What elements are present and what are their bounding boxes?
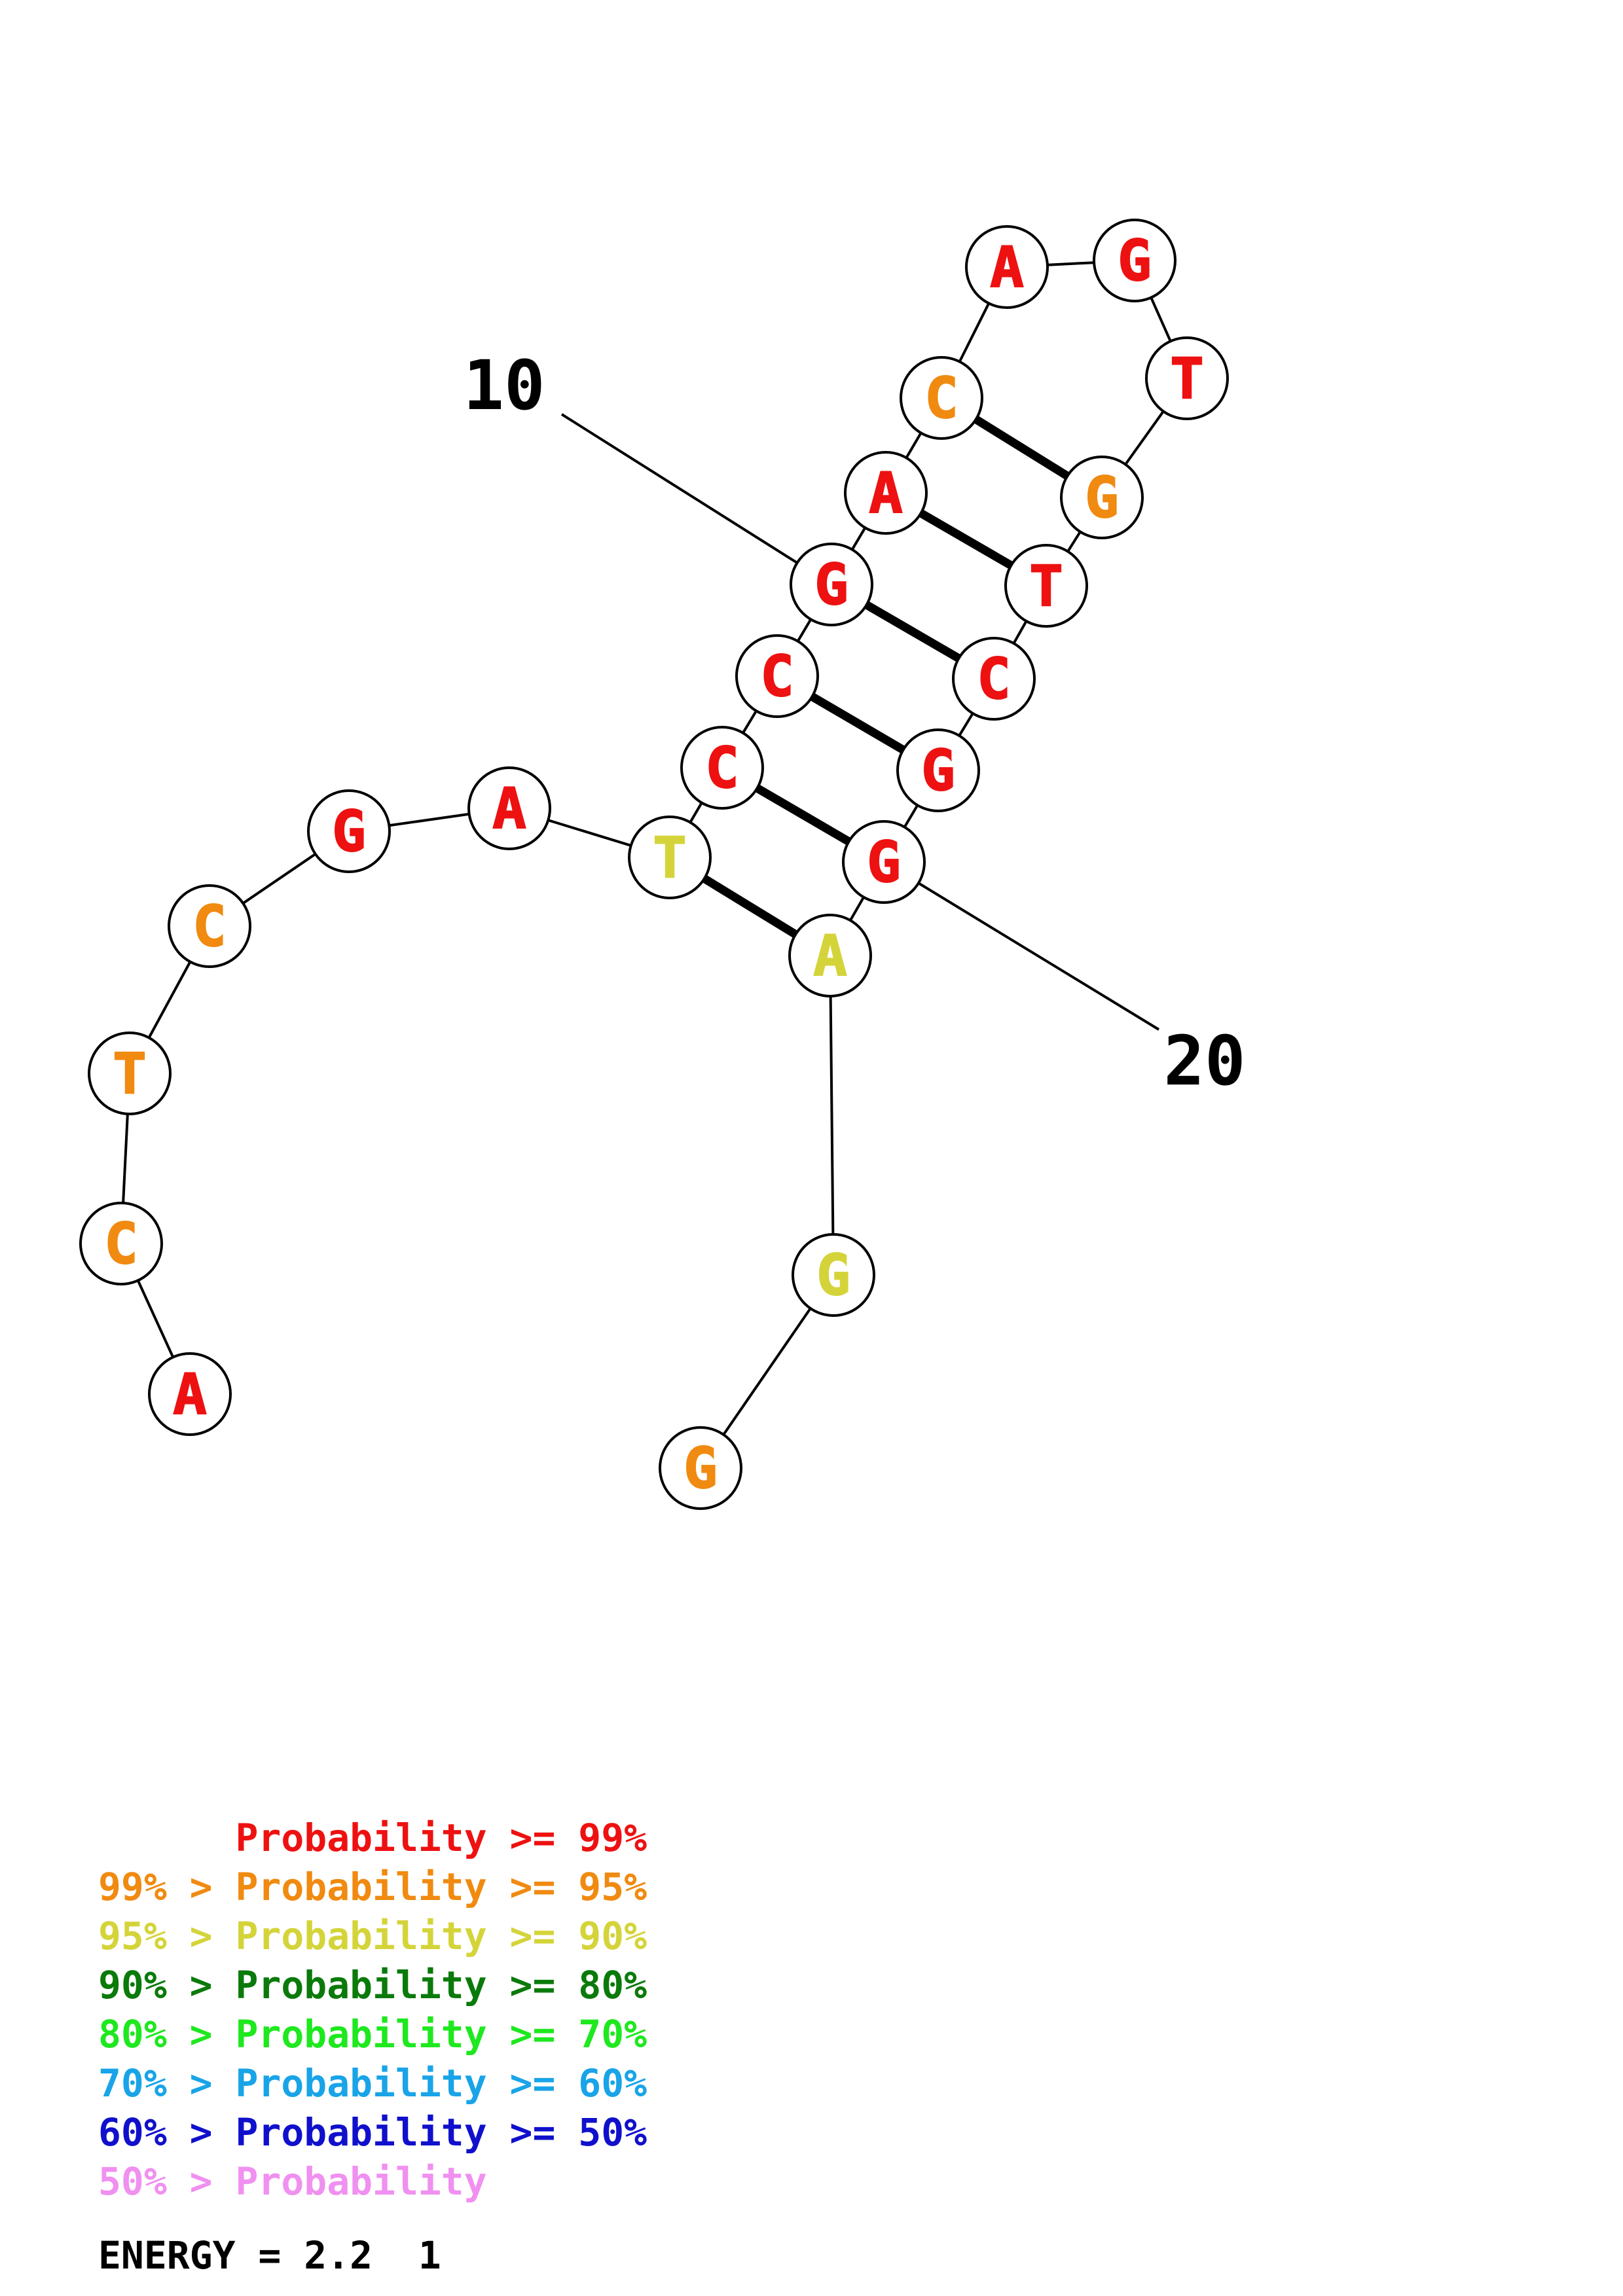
nucleotide-letter: G xyxy=(1085,465,1119,531)
nucleotide-letter: G xyxy=(684,1436,718,1501)
nucleotide-letter: G xyxy=(921,738,955,804)
index-label-10: 10 xyxy=(463,346,545,425)
nucleotide-circle xyxy=(628,816,712,899)
nucleotide-4: C xyxy=(168,884,251,968)
index-label-layer: 10 20 xyxy=(463,346,1245,1101)
legend-item-7: 60% > Probability >= 50% xyxy=(98,2110,647,2155)
nucleotide-17: T xyxy=(1004,544,1088,628)
nucleotide-20: G xyxy=(842,820,926,904)
nucleotide-circle xyxy=(659,1426,742,1510)
legend-item-1: Probability >= 99% xyxy=(98,1816,647,1860)
nucleotide-circle xyxy=(168,884,251,968)
nucleotide-18: C xyxy=(952,637,1036,721)
nucleotide-circle xyxy=(842,820,926,904)
nucleotide-circle xyxy=(844,451,928,535)
nucleotide-6: A xyxy=(467,766,551,850)
nucleotide-2: C xyxy=(79,1202,163,1285)
nucleotide-circle xyxy=(896,728,980,812)
nucleotide-letter: T xyxy=(1170,346,1204,412)
nucleotide-circle xyxy=(735,634,819,718)
nucleotide-19: G xyxy=(896,728,980,812)
nucleotide-circle xyxy=(79,1202,163,1285)
nucleotide-3: T xyxy=(88,1031,172,1115)
legend-item-6: 70% > Probability >= 60% xyxy=(98,2061,647,2106)
nucleotide-letter: A xyxy=(990,235,1024,300)
nucleotide-circle xyxy=(1145,336,1229,420)
nucleotide-circle xyxy=(467,766,551,850)
nucleotide-circle xyxy=(1004,544,1088,628)
nucleotide-letter: A xyxy=(813,924,847,989)
index-leader-line-20 xyxy=(883,861,1160,1031)
nucleotide-letter: C xyxy=(760,644,794,709)
nucleotide-circle xyxy=(307,789,391,873)
legend-item-5: 80% > Probability >= 70% xyxy=(98,2012,647,2056)
nucleotide-13: A xyxy=(965,225,1049,309)
legend-item-8: 50% > Probability xyxy=(98,2159,487,2204)
nucleotide-letter: G xyxy=(332,799,366,865)
nucleotide-letter: C xyxy=(977,647,1011,712)
nucleotide-letter: A xyxy=(492,776,526,842)
nucleotide-7: T xyxy=(628,816,712,899)
nucleotide-letter: G xyxy=(814,552,848,618)
nucleotide-letter: C xyxy=(192,894,227,960)
nucleotide-circle xyxy=(1093,219,1176,302)
nucleotide-circle xyxy=(965,225,1049,309)
nucleotide-5: G xyxy=(307,789,391,873)
nucleotide-circle xyxy=(680,726,764,810)
nucleotide-21: A xyxy=(788,914,872,997)
nucleotide-letter: A xyxy=(173,1362,207,1427)
nucleotide-letter: T xyxy=(1029,554,1063,619)
nucleotide-14: G xyxy=(1093,219,1176,302)
nucleotide-letter: C xyxy=(104,1211,138,1277)
energy-label: ENERGY = 2.2 1 xyxy=(98,2233,441,2278)
nucleotide-letter: G xyxy=(816,1243,850,1308)
index-leader-line-10 xyxy=(560,413,833,586)
nucleotide-letter: T xyxy=(653,825,687,891)
nucleotide-letter: A xyxy=(869,461,903,526)
nucleotide-circle xyxy=(790,543,873,626)
legend-item-4: 90% > Probability >= 80% xyxy=(98,1963,647,2007)
nucleotide-circle xyxy=(792,1233,875,1317)
nucleotide-circle xyxy=(900,356,983,440)
legend-item-2: 99% > Probability >= 95% xyxy=(98,1865,647,1909)
nucleotide-12: C xyxy=(900,356,983,440)
index-label-lines xyxy=(560,413,1160,1031)
nucleotide-circle xyxy=(952,637,1036,721)
nucleotide-10: G xyxy=(790,543,873,626)
nucleotide-circle xyxy=(88,1031,172,1115)
nucleotide-23: G xyxy=(659,1426,742,1510)
nucleotide-11: A xyxy=(844,451,928,535)
nucleotide-1: A xyxy=(148,1352,232,1436)
nucleotide-letter: G xyxy=(1118,228,1152,294)
backbone-link-21-22 xyxy=(829,955,835,1276)
legend-item-3: 95% > Probability >= 90% xyxy=(98,1914,647,1958)
nucleotide-letter: C xyxy=(705,736,739,801)
nucleotide-letter: T xyxy=(113,1041,147,1107)
nucleotide-9: C xyxy=(735,634,819,718)
nucleotide-letter: G xyxy=(867,830,901,895)
nucleotide-circle xyxy=(148,1352,232,1436)
nucleotide-22: G xyxy=(792,1233,875,1317)
probability-legend: Probability >= 99% 99% > Probability >= 9… xyxy=(98,1816,647,2204)
nucleotide-15: T xyxy=(1145,336,1229,420)
nucleotide-16: G xyxy=(1060,456,1144,539)
index-label-20: 20 xyxy=(1163,1021,1245,1101)
nucleotide-circle xyxy=(788,914,872,997)
nucleotide-circle xyxy=(1060,456,1144,539)
nucleotide-8: C xyxy=(680,726,764,810)
nucleotide-letter: C xyxy=(924,366,958,431)
